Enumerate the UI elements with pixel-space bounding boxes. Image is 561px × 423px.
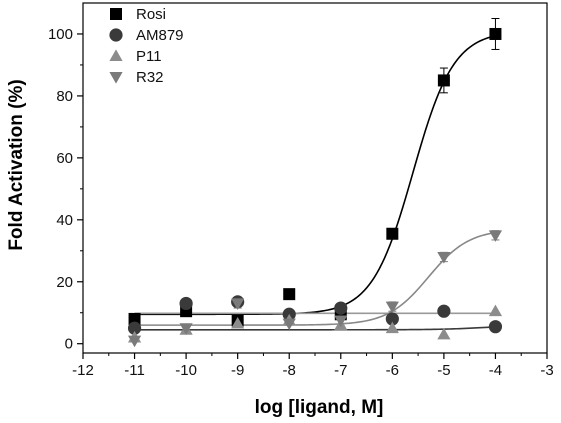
x-tick-label: -7 (334, 362, 347, 379)
legend-label: Rosi (136, 6, 166, 23)
y-tick-label: 0 (65, 336, 73, 353)
x-tick-label: -5 (437, 362, 450, 379)
data-point-rosi (283, 288, 296, 301)
x-tick-label: -12 (72, 362, 94, 379)
legend-label: AM879 (136, 27, 184, 44)
legend-marker-r32 (109, 72, 123, 84)
data-point-r32 (231, 298, 245, 311)
data-point-p11 (437, 327, 451, 340)
x-axis-title: log [ligand, M] (255, 397, 384, 418)
data-point-p11 (385, 321, 399, 334)
x-tick-label: -11 (124, 362, 145, 379)
data-point-r32 (282, 318, 296, 331)
y-axis-title: Fold Activation (%) (6, 79, 27, 250)
data-point-r32 (127, 335, 142, 348)
legend: Rosi AM879 P11 R32 (109, 6, 184, 86)
x-tick-label: -10 (175, 362, 197, 379)
data-point-am879 (179, 296, 193, 311)
legend-label: P11 (136, 48, 162, 65)
y-tick-label: 80 (56, 88, 73, 105)
x-tick-label: -8 (283, 362, 296, 379)
data-point-rosi (128, 312, 141, 325)
data-point-am879 (437, 304, 451, 318)
data-point-r32 (488, 230, 503, 242)
data-point-rosi (437, 74, 450, 87)
data-point-r32 (437, 252, 451, 264)
y-tick-label: 20 (56, 274, 73, 291)
legend-label: R32 (136, 69, 164, 86)
fit-curve-r32 (134, 231, 496, 326)
data-point-rosi (489, 27, 502, 40)
legend-marker-am879 (109, 28, 123, 42)
data-point-r32 (179, 323, 193, 335)
data-point-r32 (385, 301, 399, 314)
x-tick-label: -4 (489, 362, 502, 379)
fit-curve-am879 (134, 326, 496, 331)
y-tick-label: 60 (56, 150, 73, 167)
x-tick-label: -9 (231, 362, 244, 379)
axes: -12 -11 -10 -9 -8 -7 -6 -5 -4 -3 0 20 40 60 80 100 (48, 2, 554, 379)
legend-marker-rosi (110, 8, 122, 20)
y-tick-label: 100 (48, 26, 73, 43)
y-tick-label: 40 (56, 212, 73, 229)
legend-marker-p11 (109, 49, 123, 61)
data-points (127, 17, 503, 348)
data-point-am879 (127, 321, 142, 335)
data-point-am879 (334, 301, 348, 315)
fit-curves (134, 34, 496, 331)
data-point-r32 (334, 315, 348, 328)
data-point-am879 (385, 312, 399, 326)
data-point-am879 (488, 320, 503, 334)
x-tick-label: -3 (540, 362, 553, 379)
fit-curve-rosi (134, 34, 496, 316)
x-tick-label: -6 (386, 362, 399, 379)
data-point-p11 (488, 304, 503, 317)
data-point-rosi (386, 227, 399, 240)
data-point-p11 (231, 316, 245, 329)
